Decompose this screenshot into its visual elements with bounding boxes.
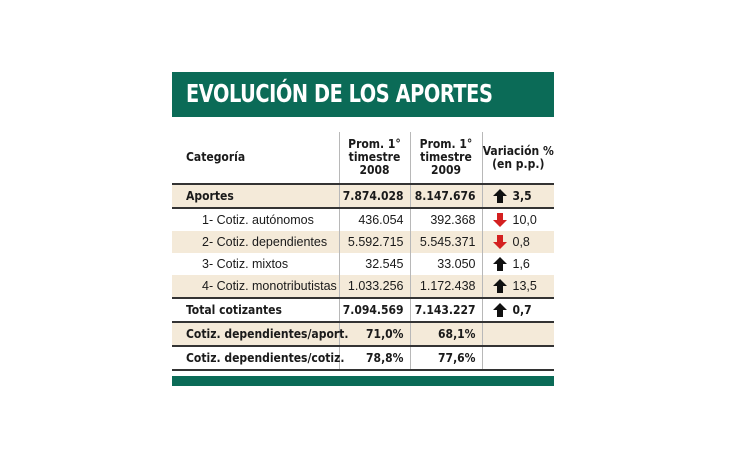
table-row-ratio-aport: Cotiz. dependientes/aport. 71,0% 68,1% (172, 322, 554, 347)
table-title: EVOLUCIÓN DE LOS APORTES (186, 79, 493, 108)
value-2009: 33.050 (409, 253, 482, 275)
variation-cell: 0,8 (481, 231, 554, 253)
value-2008: 71,0% (338, 322, 410, 347)
arrow-up-icon (492, 303, 507, 318)
value-2008: 32.545 (338, 253, 410, 275)
value-2009: 77,6% (409, 346, 482, 371)
variation-cell: 1,6 (481, 253, 554, 275)
value-2009: 392.368 (409, 208, 482, 231)
row-label: Total cotizantes (172, 298, 339, 323)
row-label: Cotiz. dependientes/cotiz. (172, 346, 344, 371)
value-2009: 5.545.371 (409, 231, 482, 253)
footer-bar (172, 376, 554, 386)
title-bar: EVOLUCIÓN DE LOS APORTES (172, 72, 554, 117)
arrow-down-icon (492, 213, 507, 228)
value-2009: 68,1% (409, 322, 482, 347)
aportes-table: Categoría Prom. 1° timestre 2008 Prom. 1… (172, 132, 554, 371)
arrow-up-icon (492, 279, 507, 294)
row-label: Cotiz. dependientes/aport. (172, 322, 348, 347)
variation-cell: 3,5 (481, 184, 554, 209)
header-2008: Prom. 1° timestre 2008 (338, 132, 410, 185)
table-row-ratio-cotiz: Cotiz. dependientes/cotiz. 78,8% 77,6% (172, 346, 554, 371)
arrow-up-icon (492, 189, 507, 204)
header-category: Categoría (172, 132, 339, 185)
table-row-aportes: Aportes 7.874.028 8.147.676 3,5 (172, 184, 554, 209)
variation-cell (481, 346, 554, 371)
value-2009: 1.172.438 (409, 275, 482, 299)
variation-cell: 10,0 (481, 208, 554, 231)
variation-cell: 13,5 (481, 275, 554, 299)
arrow-down-icon (492, 235, 507, 250)
table-row-total: Total cotizantes 7.094.569 7.143.227 0,7 (172, 298, 554, 323)
value-2008: 436.054 (338, 208, 410, 231)
table-row: 3- Cotiz. mixtos 32.545 33.050 1,6 (172, 253, 554, 275)
header-2009: Prom. 1° timestre 2009 (409, 132, 482, 185)
value-2008: 7.874.028 (338, 184, 410, 209)
table-row: 1- Cotiz. autónomos 436.054 392.368 10,0 (172, 208, 554, 231)
header-variation: Variación % (en p.p.) (481, 132, 554, 185)
value-2008: 7.094.569 (338, 298, 410, 323)
value-2009: 8.147.676 (409, 184, 482, 209)
value-2009: 7.143.227 (409, 298, 482, 323)
row-label: Aportes (172, 184, 339, 209)
value-2008: 1.033.256 (338, 275, 410, 299)
row-label: 3- Cotiz. mixtos (202, 257, 289, 271)
value-2008: 78,8% (338, 346, 410, 371)
header-row: Categoría Prom. 1° timestre 2008 Prom. 1… (172, 132, 554, 185)
row-label: 4- Cotiz. monotributistas (172, 275, 339, 299)
value-2008: 5.592.715 (338, 231, 410, 253)
table-row: 4- Cotiz. monotributistas 1.033.256 1.17… (172, 275, 554, 299)
table-row: 2- Cotiz. dependientes 5.592.715 5.545.3… (172, 231, 554, 253)
row-label: 1- Cotiz. autónomos (202, 213, 314, 227)
variation-cell (481, 322, 554, 347)
row-label: 2- Cotiz. dependientes (172, 231, 339, 253)
variation-cell: 0,7 (481, 298, 554, 323)
arrow-up-icon (492, 257, 507, 272)
